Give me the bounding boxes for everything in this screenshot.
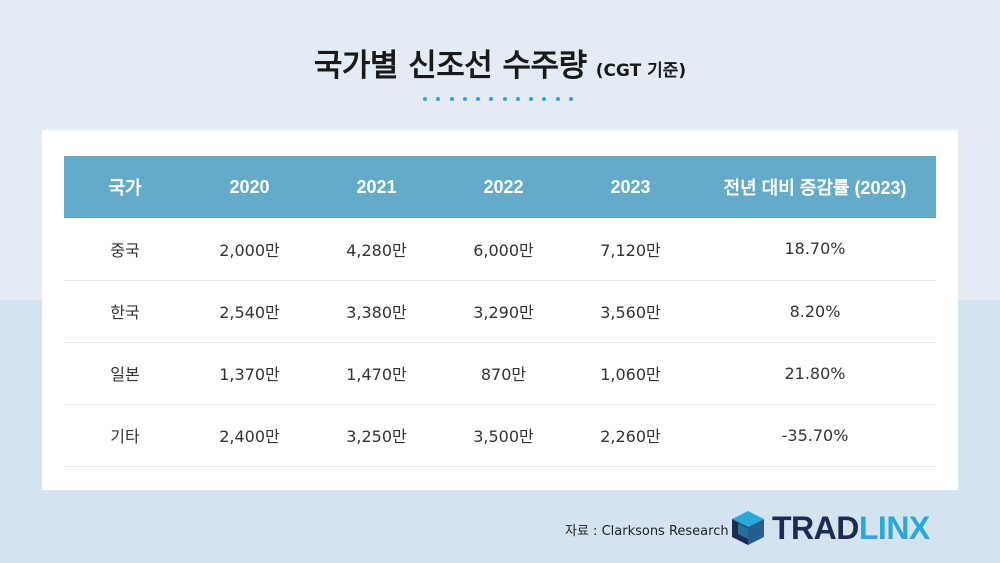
table-cell: 2,540만 xyxy=(219,303,280,322)
order-volume-table: 국가 2020 2021 2022 2023 전년 대비 증감률 (2023) … xyxy=(64,156,936,467)
column-header: 2022 xyxy=(483,176,524,197)
table-cell-change: 18.70% xyxy=(784,239,846,259)
table-card: 국가 2020 2021 2022 2023 전년 대비 증감률 (2023) … xyxy=(42,130,958,490)
table-row: 중국 2,000만 4,280만 6,000만 7,120만 18.70% xyxy=(64,218,936,280)
table-cell: 3,250만 xyxy=(346,427,407,446)
tradlinx-logo: TRADLINX xyxy=(730,508,930,548)
table-header-row: 국가 2020 2021 2022 2023 전년 대비 증감률 (2023) xyxy=(64,156,936,218)
column-header: 2023 xyxy=(610,176,651,197)
column-header: 전년 대비 증감률 (2023) xyxy=(723,178,907,198)
decorative-dots xyxy=(423,97,573,103)
table-cell: 3,500만 xyxy=(473,427,534,446)
page-title: 국가별 신조선 수주량 (CGT 기준) xyxy=(0,40,1000,85)
column-header: 2021 xyxy=(356,176,397,197)
table-cell-change: 8.20% xyxy=(789,301,841,321)
table-cell: 870만 xyxy=(480,365,527,384)
table-row: 일본 1,370만 1,470만 870만 1,060만 21.80% xyxy=(64,342,936,404)
table-cell: 2,400만 xyxy=(219,427,280,446)
table-cell-country: 일본 xyxy=(110,365,140,384)
table-cell: 7,120만 xyxy=(600,240,661,260)
column-header: 2020 xyxy=(229,176,270,197)
table-cell: 3,560만 xyxy=(600,303,661,322)
logo-text-trad: TRAD xyxy=(772,510,859,546)
table-cell-change: 21.80% xyxy=(784,363,846,383)
table-cell-country: 중국 xyxy=(110,240,140,260)
title-subtitle: (CGT 기준) xyxy=(595,61,687,81)
table-cell: 1,060만 xyxy=(600,365,661,384)
table-cell: 1,370만 xyxy=(219,365,280,384)
column-header: 국가 xyxy=(108,178,142,198)
logo-text-linx: LINX xyxy=(858,510,930,546)
table-cell: 4,280만 xyxy=(346,240,407,260)
table-cell-country: 기타 xyxy=(110,427,140,446)
table-cell: 2,260만 xyxy=(600,427,661,446)
table-cell: 3,290만 xyxy=(473,303,534,322)
table-cell: 6,000만 xyxy=(473,240,534,260)
table-cell-change: -35.70% xyxy=(781,425,849,445)
title-main: 국가별 신조선 수주량 xyxy=(313,48,587,84)
table-cell-country: 한국 xyxy=(110,303,140,322)
table-cell: 1,470만 xyxy=(346,365,407,384)
cube-logo-icon xyxy=(732,511,764,545)
table-cell: 3,380만 xyxy=(346,303,407,322)
table-row: 기타 2,400만 3,250만 3,500만 2,260만 -35.70% xyxy=(64,404,936,466)
table-cell: 2,000만 xyxy=(219,240,280,260)
table-row: 한국 2,540만 3,380만 3,290만 3,560만 8.20% xyxy=(64,280,936,342)
source-note: 자료 : Clarksons Research xyxy=(565,524,729,539)
